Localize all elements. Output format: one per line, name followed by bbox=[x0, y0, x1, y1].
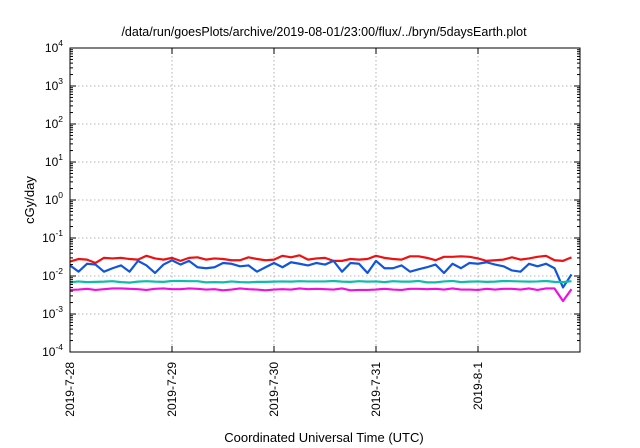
y-tick-exponent: 4 bbox=[58, 38, 63, 48]
x-tick-label: 2019-8-1 bbox=[471, 362, 485, 410]
ticks bbox=[69, 47, 580, 353]
x-tick-label: 2019-7-28 bbox=[63, 362, 77, 417]
y-tick-label: 10-1 bbox=[42, 228, 63, 245]
y-tick-exponent: 0 bbox=[58, 190, 63, 200]
y-tick-base: 10 bbox=[45, 193, 59, 207]
x-axis-label: Coordinated Universal Time (UTC) bbox=[224, 430, 423, 445]
y-tick-exponent: 3 bbox=[58, 76, 63, 86]
y-tick-label: 100 bbox=[45, 190, 63, 207]
y-tick-base: 10 bbox=[42, 269, 56, 283]
y-tick-base: 10 bbox=[45, 79, 59, 93]
grid bbox=[70, 48, 580, 352]
y-tick-base: 10 bbox=[42, 307, 56, 321]
x-tick-label: 2019-7-31 bbox=[369, 362, 383, 417]
y-tick-label: 104 bbox=[45, 38, 63, 55]
y-tick-label: 10-2 bbox=[42, 266, 63, 283]
x-tick-label: 2019-7-30 bbox=[267, 362, 281, 417]
y-tick-base: 10 bbox=[42, 345, 56, 359]
chart-title: /data/run/goesPlots/archive/2019-08-01/2… bbox=[121, 25, 527, 39]
y-tick-label: 102 bbox=[45, 114, 63, 131]
y-tick-base: 10 bbox=[42, 231, 56, 245]
series-group bbox=[69, 254, 573, 303]
x-tick-labels: 2019-7-28 2019-7-29 2019-7-30 2019-7-31 2019… bbox=[63, 362, 485, 417]
y-tick-label: 10-3 bbox=[42, 304, 63, 321]
series-line-2 bbox=[69, 259, 573, 289]
y-tick-exponent: -4 bbox=[55, 342, 63, 352]
series-line-1 bbox=[69, 254, 572, 265]
y-axis-label: cGy/day bbox=[22, 176, 37, 224]
y-tick-exponent: -1 bbox=[55, 228, 63, 238]
x-tick-label: 2019-7-29 bbox=[165, 362, 179, 417]
y-tick-exponent: -2 bbox=[55, 266, 63, 276]
y-tick-base: 10 bbox=[45, 155, 59, 169]
series-line-4 bbox=[69, 287, 573, 303]
y-tick-label: 103 bbox=[45, 76, 63, 93]
y-tick-label: 101 bbox=[45, 152, 63, 169]
y-tick-exponent: -3 bbox=[55, 304, 63, 314]
y-tick-base: 10 bbox=[45, 117, 59, 131]
y-tick-exponent: 2 bbox=[58, 114, 63, 124]
y-tick-exponent: 1 bbox=[58, 152, 63, 162]
y-tick-label: 10-4 bbox=[42, 342, 63, 359]
series-line-3 bbox=[69, 279, 572, 284]
y-tick-base: 10 bbox=[45, 41, 59, 55]
